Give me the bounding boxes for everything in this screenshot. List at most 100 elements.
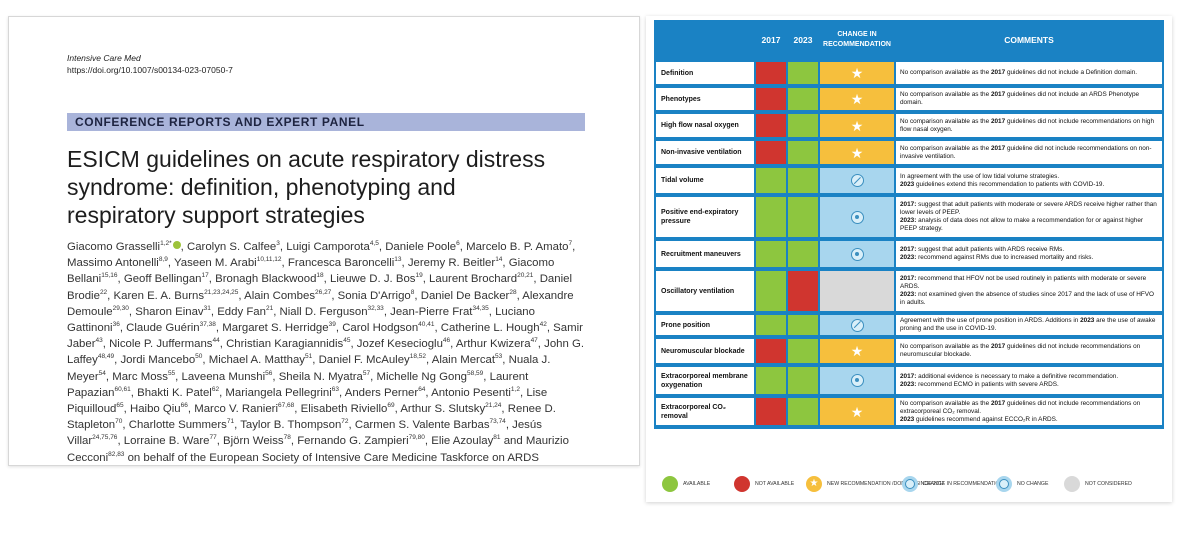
table-row: Non-invasive ventilation ★ No comparison a… [654, 139, 1164, 166]
author-name[interactable]: Arthur Kwizera [455, 338, 531, 351]
row-comment: No comparison available as the 2017 guid… [896, 141, 1162, 164]
author-name[interactable]: Sharon Einav [135, 305, 204, 318]
status-2017-green [756, 197, 786, 237]
author-name[interactable]: Taylor B. Thompson [240, 419, 342, 432]
row-label: Positive end-expiratory pressure [656, 197, 754, 237]
author-name[interactable]: Francesca Baroncelli [287, 257, 395, 270]
author-affiliation: 58,59 [467, 369, 484, 377]
author-name[interactable]: Lieuwe D. J. Bos [330, 273, 416, 286]
author-name[interactable]: Laurent Papazian [67, 370, 529, 399]
author-name[interactable]: Alain Mercat [431, 354, 496, 367]
author-name[interactable]: Carmen S. Valente Barbas [354, 419, 490, 432]
author-name[interactable]: Margaret S. Herridge [222, 322, 329, 335]
author-name[interactable]: Daniel De Backer [420, 289, 510, 302]
author-name[interactable]: Alexandre Demoule [67, 289, 574, 318]
author-name[interactable]: Björn Weiss [223, 435, 284, 448]
author-name[interactable]: Michelle Ng Gong [376, 370, 468, 383]
row-label: Oscillatory ventilation [656, 271, 754, 311]
author-name[interactable]: Daniel F. McAuley [318, 354, 410, 367]
author-name[interactable]: Charlotte Summers [128, 419, 227, 432]
author-affiliation: 17 [201, 272, 209, 280]
author-name[interactable]: Marcelo B. P. Amato [466, 241, 569, 253]
author-name[interactable]: Arthur S. Slutsky [400, 403, 486, 416]
author-affiliation: 70 [115, 418, 123, 426]
table-body: Definition ★ No comparison available as th… [654, 60, 1164, 429]
author-name[interactable]: Renee D. Stapleton [67, 403, 556, 432]
star-icon: ★ [850, 91, 864, 107]
status-2017-red [756, 339, 786, 363]
author-name[interactable]: Giacomo Bellani [67, 257, 555, 286]
author-affiliation: 13 [394, 256, 402, 264]
author-affiliation: 79,80 [408, 434, 425, 442]
author-name[interactable]: Haibo Qiu [129, 403, 181, 416]
author-name[interactable]: John G. Laffey [67, 338, 585, 367]
row-comment: Agreement with the use of prone position… [896, 315, 1162, 335]
author-name[interactable]: Christian Karagiannidis [226, 338, 344, 351]
author-name[interactable]: Alain Combes [244, 289, 316, 302]
author-affiliation: 51 [304, 353, 313, 361]
author-name[interactable]: Claude Guérin [126, 322, 200, 335]
header-2017: 2017 [761, 35, 781, 45]
author-name[interactable]: Sheila N. Myatra [278, 370, 363, 383]
author-name[interactable]: Bhakti K. Patel [137, 386, 212, 399]
author-name[interactable]: Laurent Brochard [429, 273, 518, 286]
author-name[interactable]: Jozef Kesecioglu [356, 338, 443, 351]
author-name[interactable]: Fernando G. Zampieri [297, 435, 409, 448]
status-2023-red [788, 271, 818, 311]
author-name[interactable]: Jordi Mancebo [120, 354, 196, 367]
orcid-icon[interactable] [172, 241, 181, 249]
author-name[interactable]: Jeremy R. Beitler [407, 257, 496, 270]
author-affiliation: 6 [456, 240, 460, 248]
author-name[interactable]: Eddy Fan [217, 305, 266, 318]
author-name[interactable]: Yaseen M. Arabi [173, 257, 257, 270]
author-name[interactable]: Nicole P. Juffermans [109, 338, 213, 351]
author-name[interactable]: Catherine L. Hough [440, 322, 540, 335]
legend-grey-icon [1064, 476, 1080, 492]
author-name[interactable]: Elie Azoulay [431, 435, 494, 448]
author-name[interactable]: Antonio Pesenti [431, 386, 511, 399]
author-name[interactable]: Carolyn S. Calfee [186, 241, 277, 253]
author-name[interactable]: Massimo Antonelli [67, 257, 159, 270]
doi-link[interactable]: https://doi.org/10.1007/s00134-023-07050… [67, 65, 233, 75]
author-name[interactable]: Laveena Munshi [181, 370, 266, 383]
author-name[interactable]: Luigi Camporota [286, 241, 370, 253]
star-icon: ★ [809, 478, 819, 489]
author-name[interactable]: Mariangela Pellegrini [225, 386, 332, 399]
author-affiliation: 21,24 [485, 402, 502, 410]
change-icon [850, 210, 864, 224]
author-name[interactable]: Geoff Bellingan [123, 273, 202, 286]
legend-yellow-star-icon: ★ [806, 476, 822, 492]
author-name[interactable]: Samir Jaber [67, 322, 583, 351]
author-name[interactable]: Giacomo Grasselli [67, 241, 161, 253]
author-name[interactable]: Nuala J. Meyer [67, 354, 551, 383]
star-icon: ★ [850, 403, 864, 420]
author-name[interactable]: Michael A. Matthay [208, 354, 305, 367]
author-name[interactable]: Lorraine B. Ware [123, 435, 210, 448]
author-affiliation: 65 [116, 402, 124, 410]
author-name[interactable]: Carol Hodgson [342, 322, 419, 335]
section-banner: CONFERENCE REPORTS AND EXPERT PANEL [67, 113, 585, 131]
author-name[interactable]: Daniele Poole [385, 241, 457, 253]
author-name[interactable]: Karen E. A. Burns [113, 289, 205, 302]
author-name[interactable]: Sonia D'Arrigo [337, 289, 411, 302]
legend-label: AVAILABLE [683, 481, 711, 487]
author-affiliation: 81 [493, 434, 501, 442]
change-cell: ★ [820, 88, 894, 110]
author-name[interactable]: Marco V. Ranieri [194, 403, 278, 416]
author-affiliation: 1,2* [160, 240, 172, 248]
author-name[interactable]: Bronagh Blackwood [215, 273, 317, 286]
author-name[interactable]: Marc Moss [112, 370, 168, 383]
author-affiliation: 69 [387, 402, 395, 410]
author-name[interactable]: Jesús Villar [67, 419, 542, 448]
change-cell [820, 168, 894, 193]
author-name[interactable]: Jean-Pierre Frat [390, 305, 473, 318]
author-name[interactable]: Elisabeth Riviello [300, 403, 388, 416]
status-2017-red [756, 114, 786, 137]
author-name[interactable]: Anders Perner [344, 386, 419, 399]
author-name[interactable]: Luciano Gattinoni [67, 305, 535, 335]
author-affiliation: 42 [539, 321, 547, 329]
author-name[interactable]: Daniel Brodie [67, 273, 572, 302]
author-name[interactable]: Maurizio Cecconi [67, 435, 569, 464]
author-name[interactable]: Niall D. Ferguson [279, 305, 368, 318]
author-name[interactable]: Lise Piquilloud [67, 386, 548, 416]
